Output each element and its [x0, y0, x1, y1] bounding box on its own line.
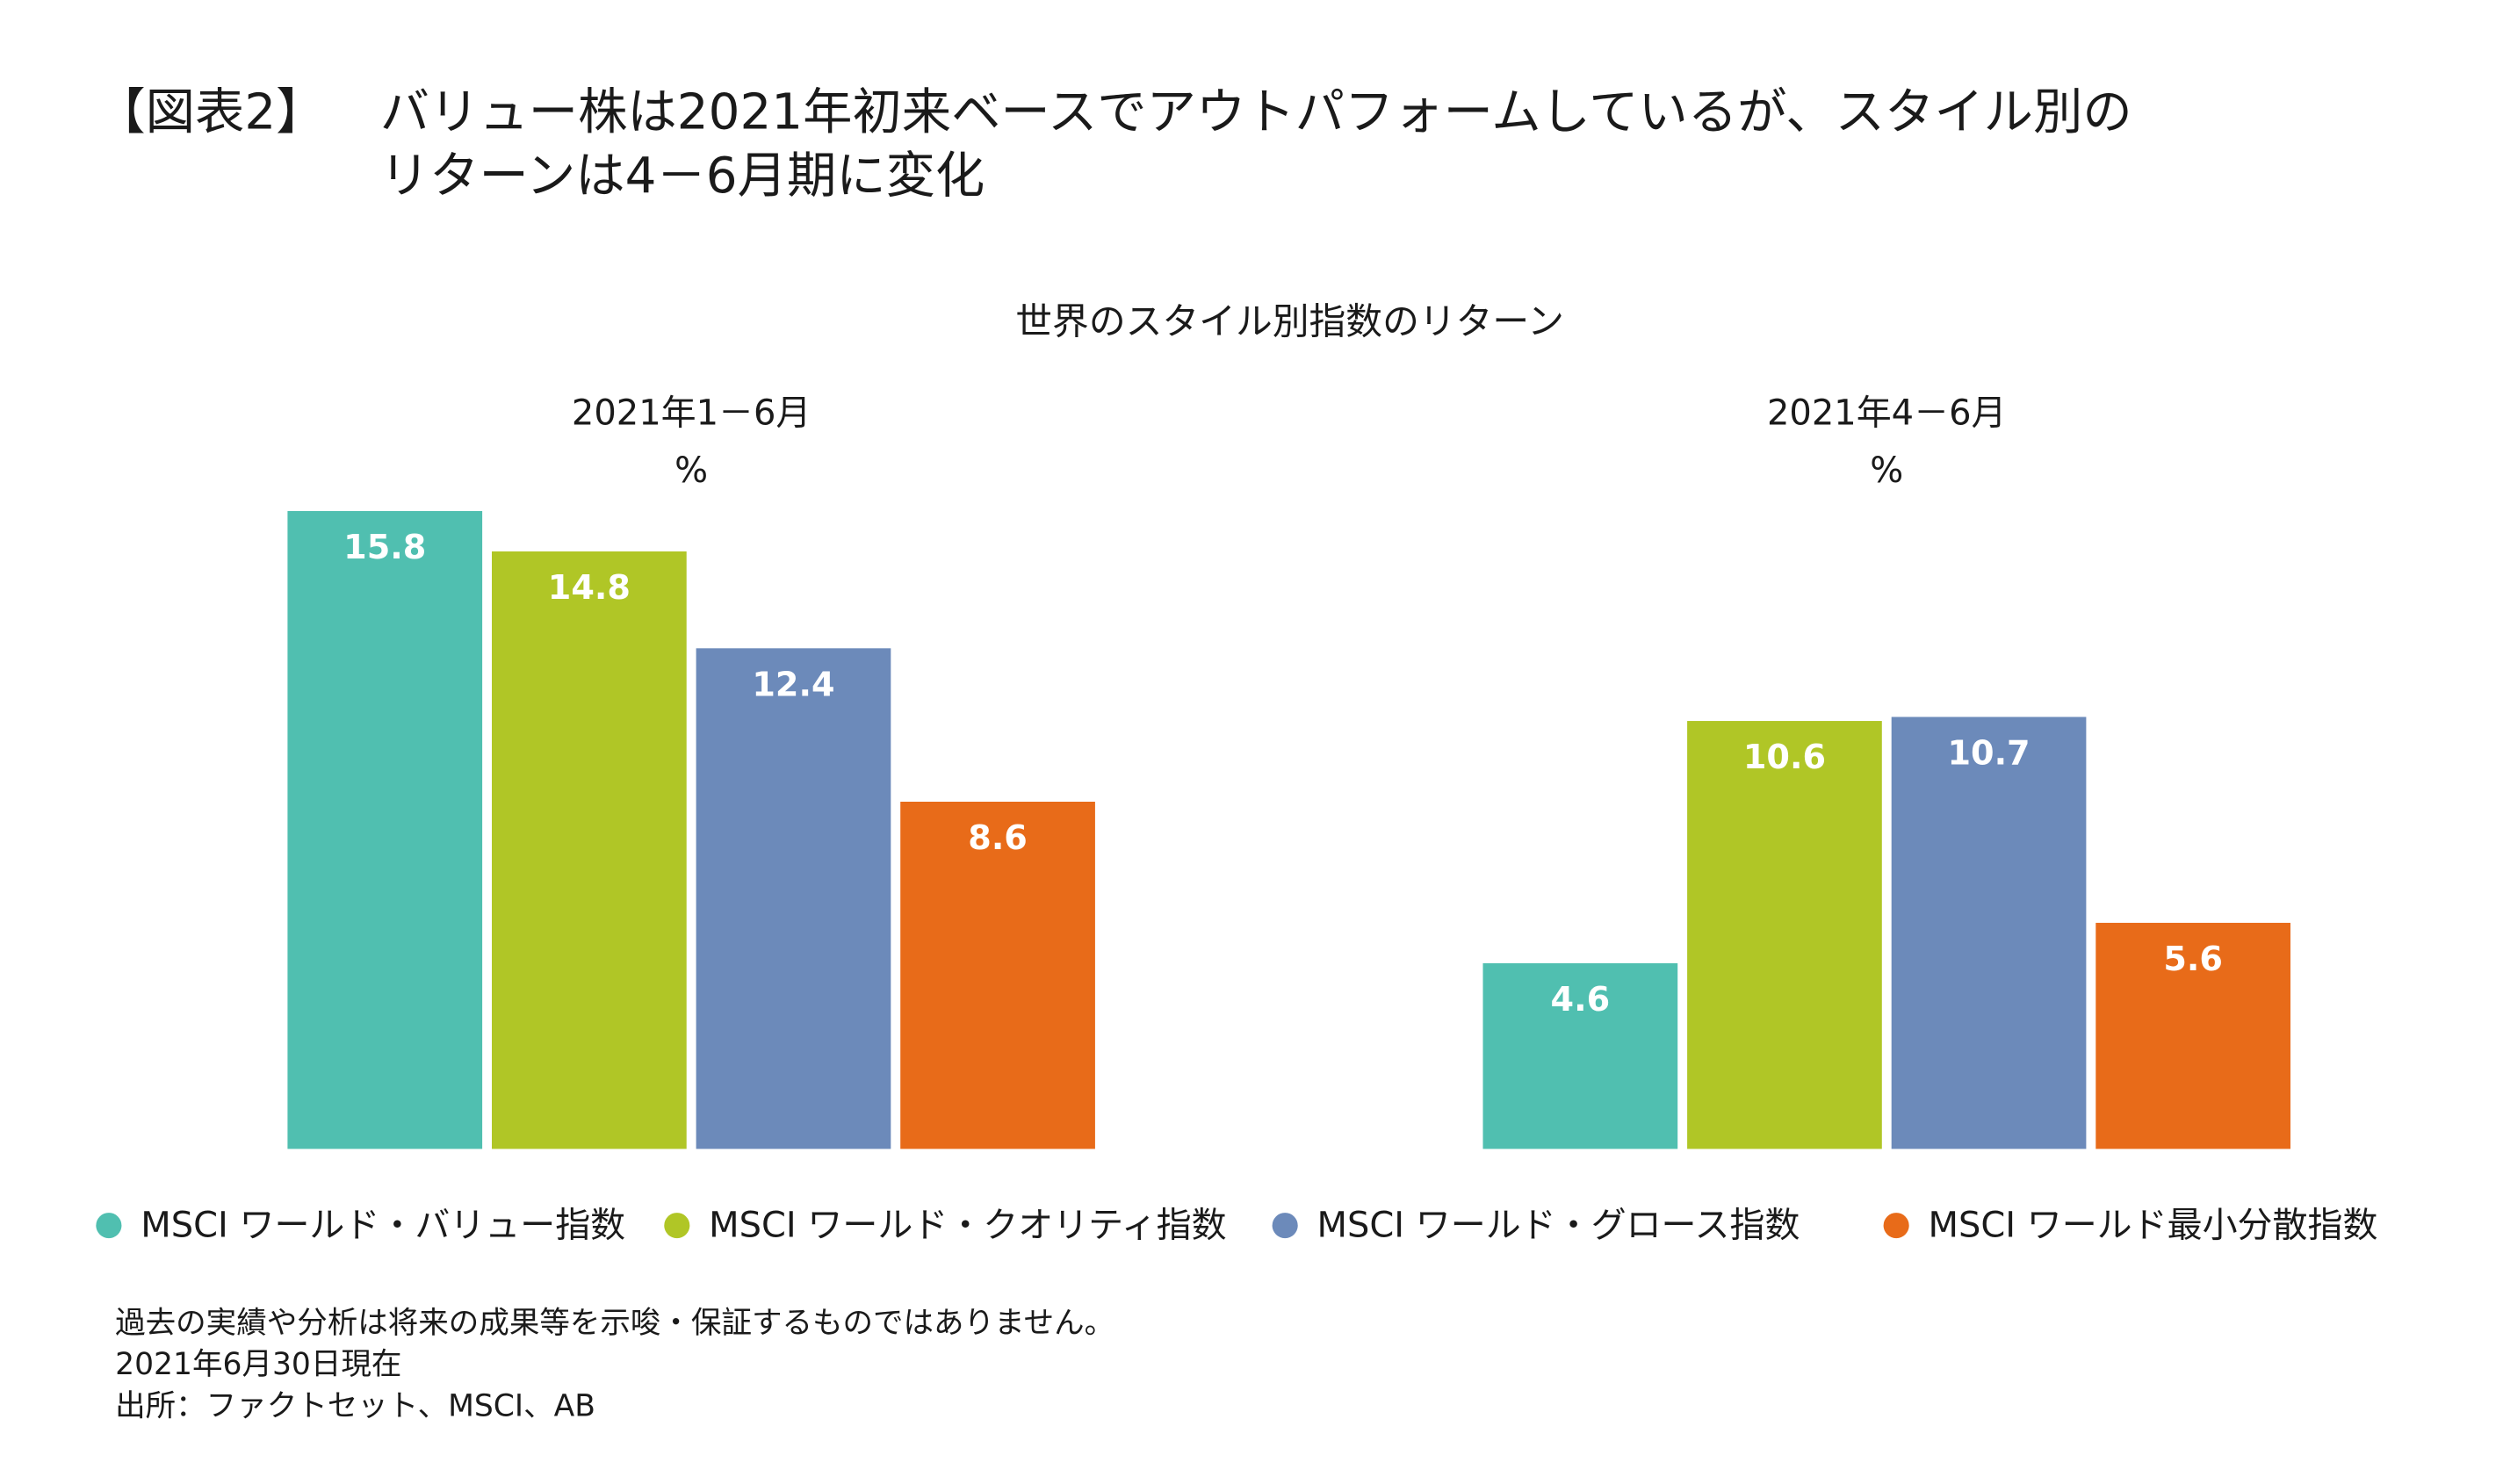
panel-title: 2021年1－6月 — [572, 393, 811, 433]
legend-marker — [96, 1213, 122, 1239]
legend-marker — [1272, 1213, 1298, 1239]
legend-label: MSCI ワールド最小分散指数 — [1928, 1205, 2377, 1245]
page-title: バリュー株は2021年初来ベースでアウトパフォームしているが、スタイル別の — [380, 83, 2132, 140]
legend-marker — [664, 1213, 690, 1239]
bar — [1482, 962, 1678, 1149]
note: 出所：ファクトセット、MSCI、AB — [115, 1388, 595, 1423]
bar — [1687, 721, 1882, 1149]
value-label: 10.6 — [1743, 738, 1826, 776]
bar — [1891, 717, 2087, 1149]
page-title: リターンは4－6月期に変化 — [380, 148, 985, 205]
value-label: 8.6 — [968, 818, 1028, 857]
bar — [2095, 922, 2290, 1149]
bar — [287, 510, 483, 1149]
bar — [696, 648, 891, 1149]
value-label: 10.7 — [1947, 734, 2030, 773]
unit-label: % — [674, 450, 708, 491]
note: 2021年6月30日現在 — [115, 1347, 401, 1382]
bar — [492, 551, 687, 1149]
panel-title: 2021年4－6月 — [1767, 393, 2006, 433]
legend-label: MSCI ワールド・グロース指数 — [1317, 1205, 1800, 1245]
value-label: 15.8 — [343, 528, 426, 566]
value-label: 14.8 — [548, 568, 631, 607]
chart-title: 世界のスタイル別指数のリターン — [1015, 299, 1564, 342]
bar — [900, 801, 1095, 1149]
unit-label: % — [1870, 450, 1903, 491]
legend-label: MSCI ワールド・クオリティ指数 — [709, 1205, 1226, 1245]
note: 過去の実績や分析は将来の成果等を示唆・保証するものではありません。 — [115, 1306, 1114, 1341]
value-label: 12.4 — [752, 665, 834, 703]
value-label: 5.6 — [2163, 940, 2223, 978]
figure-label: 【図表2】 — [96, 83, 325, 140]
legend-marker — [1883, 1213, 1909, 1239]
value-label: 4.6 — [1551, 980, 1611, 1019]
legend-label: MSCI ワールド・バリュー指数 — [141, 1205, 625, 1245]
